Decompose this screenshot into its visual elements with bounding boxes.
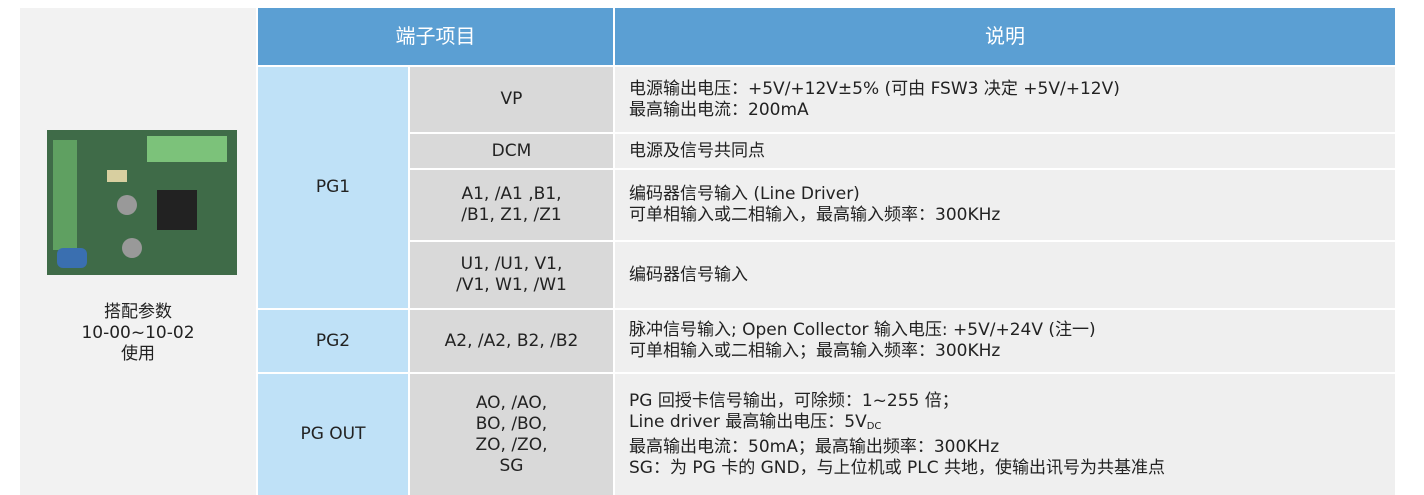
text: SG：为 PG 卡的 GND，与上位机或 PLC 共地，使输出讯号为共基准点 <box>629 457 1165 478</box>
side-note: 搭配参数 10-00~10-02 使用 <box>20 288 256 378</box>
text-line: /B1, Z1, /Z1 <box>461 205 562 225</box>
terminal-cell: U1, /U1, V1,/V1, W1, /W1 <box>410 242 613 308</box>
text-line: A1, /A1 ,B1, <box>461 184 562 204</box>
text: Line driver 最高输出电压：5V <box>629 411 867 432</box>
text-line: U1, /U1, V1, <box>460 254 563 274</box>
text-line: AO, /AO, <box>475 392 548 413</box>
text-line: 最高输出电流：200mA <box>629 100 809 121</box>
group-cell: PG OUT <box>258 374 408 495</box>
text: 编码器信号输入 <box>629 264 748 285</box>
header-cell: 说明 <box>615 8 1395 65</box>
text-line: BO, /BO, <box>475 413 548 434</box>
text-line: 电源及信号共同点 <box>629 141 765 162</box>
text-line: 说明 <box>985 24 1025 48</box>
text-line: PG OUT <box>300 424 366 444</box>
text-line: 可单相输入或二相输入；最高输入频率：300KHz <box>629 341 1000 362</box>
text-line: 最高输出电流：50mA；最高输出频率：300KHz <box>629 437 999 458</box>
text-line: PG1 <box>315 177 351 197</box>
text: PG 回授卡信号输出，可除频：1~255 倍； <box>629 390 959 411</box>
group-cell: PG1 <box>258 67 408 308</box>
text-line: VP <box>500 89 523 109</box>
text-line: 搭配参数 <box>104 301 172 322</box>
text-line: SG：为 PG 卡的 GND，与上位机或 PLC 共地，使输出讯号为共基准点 <box>629 458 1165 479</box>
text-line: A2, /A2, B2, /B2 <box>444 330 579 351</box>
text-line: 可单相输入或二相输入，最高输入频率：300KHz <box>629 205 1000 226</box>
text: 最高输出电流：50mA；最高输出频率：300KHz <box>629 436 1000 457</box>
text: 电源输出电压：+5V/+12V±5% (可由 FSW3 决定 +5V/+12V) <box>629 78 1120 99</box>
text-line: 10-00~10-02 <box>81 322 195 343</box>
text-line: /V1, W1, /W1 <box>456 275 567 295</box>
text-line: 使用 <box>121 343 155 364</box>
text: 编码器信号输入 (Line Driver) <box>629 184 860 204</box>
board-image <box>47 130 237 275</box>
group-cell: PG2 <box>258 310 408 372</box>
text-line: PG 回授卡信号输出，可除频：1~255 倍； <box>629 391 959 412</box>
text-line: Line driver 最高输出电压：5VDC <box>629 412 881 437</box>
text-line: 脉冲信号输入; Open Collector 输入电压: +5V/+24V (注… <box>629 320 1096 341</box>
text-line: ZO, /ZO, <box>475 434 548 455</box>
description-cell: 电源输出电压：+5V/+12V±5% (可由 FSW3 决定 +5V/+12V)… <box>615 67 1395 132</box>
text-line: 编码器信号输入 (Line Driver) <box>629 184 860 205</box>
text-line: 端子项目 <box>395 24 476 48</box>
terminal-cell: DCM <box>410 134 613 168</box>
text-line: SG <box>499 455 524 476</box>
text: 最高输出电流：200mA <box>629 99 809 120</box>
terminal-cell: A2, /A2, B2, /B2 <box>410 310 613 372</box>
terminal-cell: VP <box>410 67 613 132</box>
terminal-cell: A1, /A1 ,B1,/B1, Z1, /Z1 <box>410 170 613 240</box>
description-cell: 脉冲信号输入; Open Collector 输入电压: +5V/+24V (注… <box>615 310 1395 372</box>
description-cell: 编码器信号输入 (Line Driver) 可单相输入或二相输入，最高输入频率：3… <box>615 170 1395 240</box>
text-line: 电源输出电压：+5V/+12V±5% (可由 FSW3 决定 +5V/+12V) <box>629 79 1120 100</box>
header-cell: 端子项目 <box>258 8 613 65</box>
description-cell: PG 回授卡信号输出，可除频：1~255 倍； Line driver 最高输出电… <box>615 374 1395 495</box>
description-cell: 电源及信号共同点 <box>615 134 1395 168</box>
description-cell: 编码器信号输入 <box>615 242 1395 308</box>
text-line: PG2 <box>315 330 351 351</box>
text-line: DCM <box>491 140 532 161</box>
text: 可单相输入或二相输入，最高输入频率：300KHz <box>629 205 1001 225</box>
subscript: DC <box>866 420 882 432</box>
text: 可单相输入或二相输入；最高输入频率：300KHz <box>629 341 1001 361</box>
text: 电源及信号共同点 <box>629 140 765 161</box>
text-line: 编码器信号输入 <box>629 265 748 286</box>
terminal-cell: AO, /AO, BO, /BO, ZO, /ZO, SG <box>410 374 613 495</box>
text: 脉冲信号输入; Open Collector 输入电压: +5V/+24V (注… <box>629 320 1096 340</box>
